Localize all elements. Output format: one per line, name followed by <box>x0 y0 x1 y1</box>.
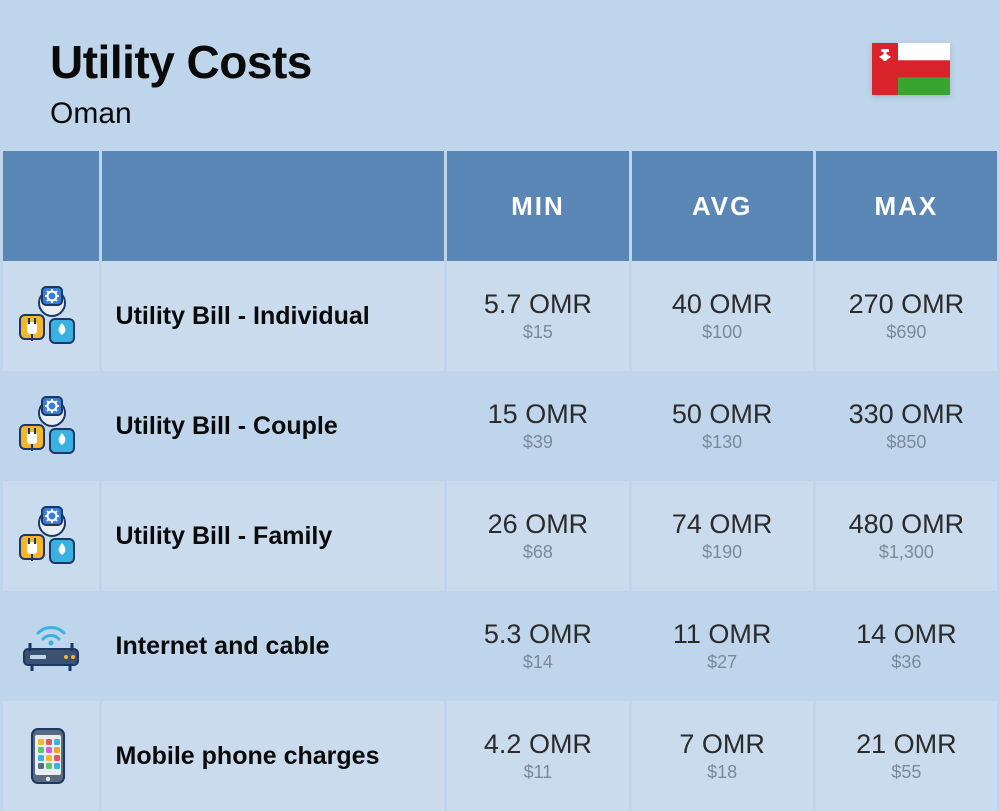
utility-costs-table: MIN AVG MAX Utility Bill - Individual5.7… <box>0 151 1000 811</box>
value-sub: $27 <box>632 652 813 673</box>
row-icon-cell <box>3 481 99 591</box>
router-icon <box>18 615 84 677</box>
cell-avg: 40 OMR$100 <box>632 261 813 371</box>
value-main: 74 OMR <box>632 509 813 540</box>
row-label: Utility Bill - Individual <box>102 261 445 371</box>
table-row: Utility Bill - Family26 OMR$6874 OMR$190… <box>3 481 997 591</box>
value-sub: $130 <box>632 432 813 453</box>
value-main: 40 OMR <box>632 289 813 320</box>
table-row: Utility Bill - Couple15 OMR$3950 OMR$130… <box>3 371 997 481</box>
row-icon-cell <box>3 371 99 481</box>
cell-min: 26 OMR$68 <box>447 481 628 591</box>
cell-min: 5.3 OMR$14 <box>447 591 628 701</box>
value-main: 4.2 OMR <box>447 729 628 760</box>
page-title: Utility Costs <box>50 35 312 89</box>
row-icon-cell <box>3 261 99 371</box>
row-icon-cell <box>3 701 99 811</box>
value-main: 5.3 OMR <box>447 619 628 650</box>
value-sub: $18 <box>632 762 813 783</box>
col-max: MAX <box>816 151 997 261</box>
value-sub: $190 <box>632 542 813 563</box>
row-label: Utility Bill - Couple <box>102 371 445 481</box>
value-sub: $39 <box>447 432 628 453</box>
value-sub: $11 <box>447 762 628 783</box>
cell-min: 5.7 OMR$15 <box>447 261 628 371</box>
value-sub: $55 <box>816 762 997 783</box>
value-main: 7 OMR <box>632 729 813 760</box>
flag-oman-icon <box>872 43 950 95</box>
value-main: 21 OMR <box>816 729 997 760</box>
utilities-icon <box>18 395 84 457</box>
cell-avg: 11 OMR$27 <box>632 591 813 701</box>
value-sub: $36 <box>816 652 997 673</box>
cell-min: 15 OMR$39 <box>447 371 628 481</box>
value-sub: $1,300 <box>816 542 997 563</box>
value-main: 270 OMR <box>816 289 997 320</box>
cell-min: 4.2 OMR$11 <box>447 701 628 811</box>
value-main: 26 OMR <box>447 509 628 540</box>
phone-icon <box>18 725 84 787</box>
cell-avg: 7 OMR$18 <box>632 701 813 811</box>
title-block: Utility Costs Oman <box>50 35 312 131</box>
value-main: 14 OMR <box>816 619 997 650</box>
value-main: 50 OMR <box>632 399 813 430</box>
table-header-row: MIN AVG MAX <box>3 151 997 261</box>
col-icon <box>3 151 99 261</box>
value-main: 5.7 OMR <box>447 289 628 320</box>
row-icon-cell <box>3 591 99 701</box>
cell-max: 480 OMR$1,300 <box>816 481 997 591</box>
table-row: Internet and cable5.3 OMR$1411 OMR$2714 … <box>3 591 997 701</box>
value-main: 330 OMR <box>816 399 997 430</box>
value-sub: $14 <box>447 652 628 673</box>
value-main: 11 OMR <box>632 619 813 650</box>
value-main: 15 OMR <box>447 399 628 430</box>
value-sub: $100 <box>632 322 813 343</box>
value-main: 480 OMR <box>816 509 997 540</box>
col-min: MIN <box>447 151 628 261</box>
cell-max: 330 OMR$850 <box>816 371 997 481</box>
utilities-icon <box>18 505 84 567</box>
value-sub: $68 <box>447 542 628 563</box>
cell-max: 270 OMR$690 <box>816 261 997 371</box>
table-row: Utility Bill - Individual5.7 OMR$1540 OM… <box>3 261 997 371</box>
row-label: Mobile phone charges <box>102 701 445 811</box>
col-avg: AVG <box>632 151 813 261</box>
value-sub: $690 <box>816 322 997 343</box>
utilities-icon <box>18 285 84 347</box>
row-label: Internet and cable <box>102 591 445 701</box>
cell-avg: 50 OMR$130 <box>632 371 813 481</box>
row-label: Utility Bill - Family <box>102 481 445 591</box>
page-subtitle: Oman <box>50 97 312 131</box>
cell-avg: 74 OMR$190 <box>632 481 813 591</box>
value-sub: $15 <box>447 322 628 343</box>
cell-max: 21 OMR$55 <box>816 701 997 811</box>
cell-max: 14 OMR$36 <box>816 591 997 701</box>
table-row: Mobile phone charges4.2 OMR$117 OMR$1821… <box>3 701 997 811</box>
header: Utility Costs Oman <box>0 0 1000 151</box>
value-sub: $850 <box>816 432 997 453</box>
col-label <box>102 151 445 261</box>
